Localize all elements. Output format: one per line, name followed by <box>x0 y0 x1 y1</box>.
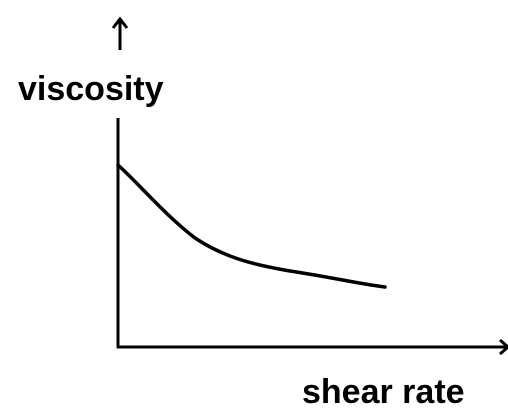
x-arrow-head <box>499 338 508 356</box>
viscosity-curve <box>116 163 387 289</box>
x-axis-label: shear rate <box>302 373 465 411</box>
y-axis-label: viscosity <box>18 70 164 108</box>
y-arrow-head <box>111 16 129 29</box>
